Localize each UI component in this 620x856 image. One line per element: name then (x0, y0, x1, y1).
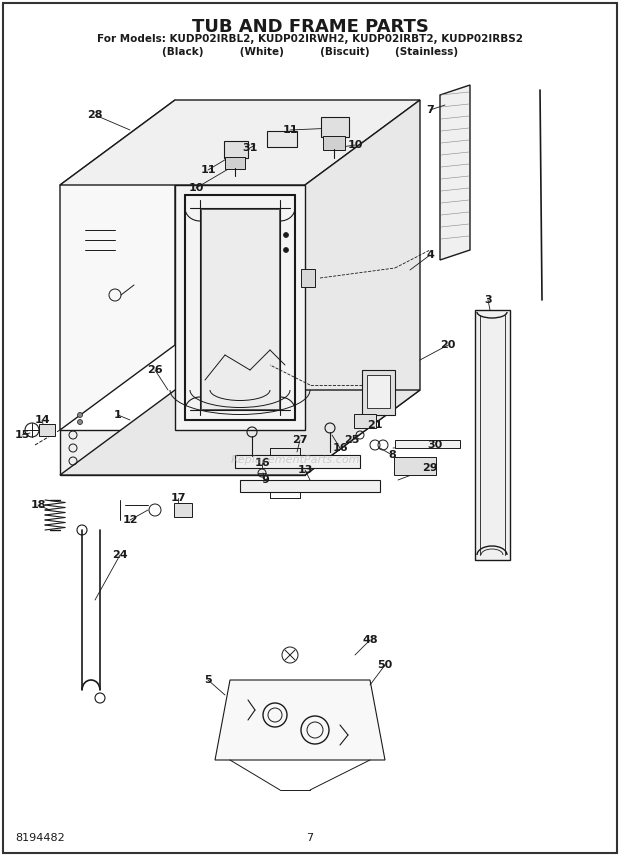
Circle shape (283, 233, 288, 237)
FancyBboxPatch shape (301, 269, 315, 287)
Polygon shape (440, 85, 470, 260)
Polygon shape (60, 430, 305, 475)
Text: 8: 8 (388, 450, 396, 460)
Polygon shape (60, 100, 175, 430)
Text: 24: 24 (112, 550, 128, 560)
Text: 16: 16 (332, 443, 348, 453)
Text: 31: 31 (242, 143, 258, 153)
Polygon shape (240, 480, 380, 492)
Text: 14: 14 (34, 415, 50, 425)
Text: 15: 15 (14, 430, 30, 440)
FancyBboxPatch shape (39, 424, 55, 436)
Text: 1: 1 (114, 410, 122, 420)
FancyBboxPatch shape (394, 457, 436, 475)
Polygon shape (215, 680, 385, 760)
Text: 25: 25 (344, 435, 360, 445)
Polygon shape (201, 209, 279, 409)
Text: 3: 3 (484, 295, 492, 305)
Text: 29: 29 (422, 463, 438, 473)
FancyBboxPatch shape (267, 131, 297, 147)
Text: 10: 10 (347, 140, 363, 150)
FancyBboxPatch shape (174, 503, 192, 517)
Text: 10: 10 (188, 183, 204, 193)
Text: 26: 26 (147, 365, 163, 375)
Polygon shape (175, 185, 305, 430)
Polygon shape (395, 440, 460, 448)
Text: 48: 48 (362, 635, 378, 645)
Text: 27: 27 (292, 435, 308, 445)
Text: 7: 7 (426, 105, 434, 115)
Polygon shape (305, 100, 420, 475)
Text: ReplacementParts.com: ReplacementParts.com (230, 455, 360, 465)
Text: TUB AND FRAME PARTS: TUB AND FRAME PARTS (192, 18, 428, 36)
Text: 11: 11 (282, 125, 298, 135)
Text: 20: 20 (440, 340, 456, 350)
Text: 7: 7 (306, 833, 314, 843)
Text: 8194482: 8194482 (15, 833, 64, 843)
FancyBboxPatch shape (321, 117, 349, 137)
Text: 30: 30 (427, 440, 443, 450)
Text: (Black)          (White)          (Biscuit)       (Stainless): (Black) (White) (Biscuit) (Stainless) (162, 47, 458, 57)
FancyBboxPatch shape (225, 157, 245, 169)
Polygon shape (60, 100, 420, 185)
FancyBboxPatch shape (323, 136, 345, 150)
Text: 12: 12 (122, 515, 138, 525)
Text: 4: 4 (426, 250, 434, 260)
Text: 50: 50 (378, 660, 392, 670)
Text: 18: 18 (30, 500, 46, 510)
Text: 28: 28 (87, 110, 103, 120)
Text: 9: 9 (261, 475, 269, 485)
Circle shape (283, 247, 288, 253)
Text: 16: 16 (254, 458, 270, 468)
Polygon shape (235, 455, 360, 468)
Circle shape (78, 419, 82, 425)
Text: 13: 13 (298, 465, 312, 475)
FancyBboxPatch shape (354, 414, 376, 428)
FancyBboxPatch shape (224, 141, 248, 158)
Polygon shape (362, 370, 395, 415)
Text: 21: 21 (367, 420, 383, 430)
Text: 5: 5 (204, 675, 212, 685)
Text: For Models: KUDP02IRBL2, KUDP02IRWH2, KUDP02IRBT2, KUDP02IRBS2: For Models: KUDP02IRBL2, KUDP02IRWH2, KU… (97, 34, 523, 44)
Circle shape (78, 413, 82, 418)
Polygon shape (475, 310, 510, 560)
Polygon shape (367, 375, 390, 408)
Polygon shape (60, 390, 420, 475)
Text: 11: 11 (200, 165, 216, 175)
Text: 17: 17 (170, 493, 186, 503)
